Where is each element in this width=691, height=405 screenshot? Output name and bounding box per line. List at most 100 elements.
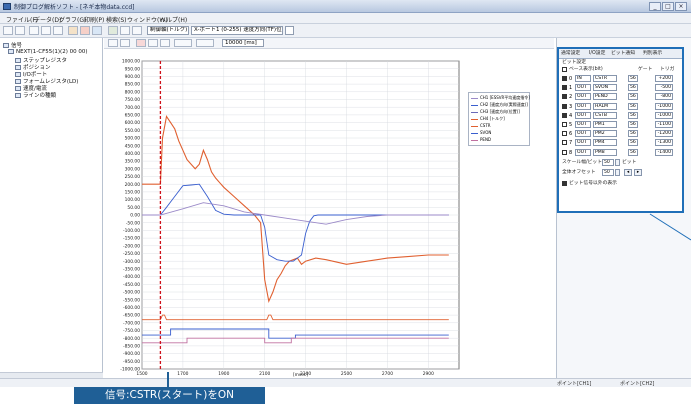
spin-icon[interactable] bbox=[615, 159, 620, 166]
gain-field[interactable]: 50 bbox=[602, 159, 614, 166]
tree-scrollbar[interactable] bbox=[0, 372, 103, 378]
legend-entry[interactable]: CH1 [ESSVR平均速度指令] bbox=[471, 95, 530, 100]
trigger-offset-field[interactable]: -1300 bbox=[655, 139, 673, 147]
menu-search[interactable]: 検索(S) bbox=[106, 17, 127, 24]
trigger-offset-field[interactable]: -1000 bbox=[655, 102, 673, 110]
legend-entry[interactable]: CH3 [速度方向(位置)] bbox=[471, 109, 529, 114]
tab-bit[interactable]: ビット通知 bbox=[611, 51, 635, 56]
legend-entry[interactable]: CSTR bbox=[471, 123, 529, 128]
print-icon[interactable] bbox=[41, 26, 51, 35]
bit-enable-checkbox[interactable] bbox=[562, 140, 567, 146]
signal-name-select[interactable]: PM4 bbox=[593, 139, 617, 147]
gate-field[interactable]: 56 bbox=[628, 102, 638, 110]
stop-square-icon[interactable] bbox=[160, 39, 170, 47]
fit-icon[interactable] bbox=[174, 39, 192, 47]
gate-field[interactable]: 56 bbox=[628, 130, 638, 138]
gate-field[interactable]: 56 bbox=[628, 75, 638, 82]
gate-field[interactable]: 56 bbox=[628, 84, 638, 92]
bit-enable-checkbox[interactable] bbox=[562, 149, 567, 155]
signal-name-select[interactable]: SVON bbox=[593, 84, 617, 92]
new-file-icon[interactable] bbox=[3, 26, 13, 35]
measure-icon[interactable] bbox=[132, 26, 142, 35]
next-icon[interactable] bbox=[120, 39, 130, 47]
trigger-offset-field[interactable]: -1200 bbox=[655, 130, 673, 138]
arrow-right-icon[interactable]: ▸ bbox=[634, 169, 642, 176]
minimize-button[interactable]: _ bbox=[649, 2, 661, 11]
stop-icon[interactable] bbox=[80, 26, 90, 35]
bit-enable-checkbox[interactable] bbox=[562, 76, 567, 81]
bit-display-checkbox[interactable] bbox=[562, 181, 567, 186]
gate-field[interactable]: 56 bbox=[628, 148, 638, 156]
tab-judge[interactable]: 判別表示 bbox=[643, 51, 663, 56]
prev-icon[interactable] bbox=[108, 39, 118, 47]
signal-name-select[interactable]: HALM bbox=[593, 102, 617, 110]
tree-item[interactable]: 速度/電流 bbox=[15, 84, 47, 92]
menu-print[interactable]: 印刷(P) bbox=[84, 17, 105, 24]
legend-entry[interactable]: CH2 [速度方向(実際速度)] bbox=[471, 102, 529, 107]
trigger-offset-field[interactable]: -1000 bbox=[655, 111, 673, 119]
zoom-range-icon[interactable] bbox=[196, 39, 214, 47]
io-type-select[interactable]: OUT bbox=[575, 121, 591, 128]
tree-item[interactable]: I/Oポート bbox=[15, 70, 47, 78]
trigger-offset-field[interactable]: -1100 bbox=[655, 121, 673, 128]
axis-select[interactable]: 制御軸(トルク) bbox=[147, 26, 189, 35]
channel-select[interactable]: X-ポート1 (0-255) 速度方向(TF)位置決め bbox=[191, 26, 283, 35]
close-button[interactable]: × bbox=[675, 2, 687, 11]
spin-icon[interactable] bbox=[615, 169, 620, 176]
io-type-select[interactable]: IN bbox=[575, 75, 591, 82]
tree-item[interactable]: NEXT(1-CF55(1)(2) 00 00) bbox=[8, 49, 87, 55]
io-type-select[interactable]: OUT bbox=[575, 139, 591, 147]
record-icon[interactable] bbox=[136, 39, 146, 47]
gate-field[interactable]: 56 bbox=[628, 93, 638, 101]
zoom-icon[interactable] bbox=[92, 26, 102, 35]
tree-root[interactable]: 信号 bbox=[3, 41, 22, 49]
trigger-offset-field[interactable]: -800 bbox=[655, 93, 673, 101]
signal-name-select[interactable]: PM1 bbox=[593, 121, 617, 128]
pause-icon[interactable] bbox=[148, 39, 158, 47]
io-type-select[interactable]: OUT bbox=[575, 130, 591, 138]
legend-entry[interactable]: CH4 [トルク] bbox=[471, 116, 529, 121]
offset-field[interactable]: 50 bbox=[602, 169, 614, 176]
mode-checkbox[interactable] bbox=[562, 67, 567, 72]
grid-icon[interactable] bbox=[120, 26, 130, 35]
io-type-select[interactable]: OUT bbox=[575, 148, 591, 156]
legend-entry[interactable]: PEND bbox=[471, 137, 529, 142]
dropdown-arrow-icon[interactable] bbox=[285, 26, 294, 35]
tree-item[interactable]: ラインの種類 bbox=[15, 91, 56, 99]
signal-name-select[interactable]: PEND bbox=[593, 93, 617, 101]
tab-io[interactable]: I/O設定 bbox=[589, 51, 606, 56]
trigger-offset-field[interactable]: -500 bbox=[655, 84, 673, 92]
bit-enable-checkbox[interactable] bbox=[562, 131, 567, 137]
trigger-offset-field[interactable]: -1400 bbox=[655, 148, 673, 156]
menu-file[interactable]: ファイル(F) bbox=[6, 17, 39, 24]
bit-enable-checkbox[interactable] bbox=[562, 122, 567, 127]
menu-help[interactable]: ヘルプ(H) bbox=[160, 17, 188, 24]
tree-item[interactable]: ステップレジスタ bbox=[15, 56, 67, 64]
io-type-select[interactable]: OUT bbox=[575, 93, 591, 101]
io-type-select[interactable]: OUT bbox=[575, 111, 591, 119]
tab-general[interactable]: 通常設定 bbox=[561, 51, 581, 56]
copy-icon[interactable] bbox=[53, 26, 63, 35]
io-type-select[interactable]: OUT bbox=[575, 102, 591, 110]
trigger-offset-field[interactable]: +200 bbox=[655, 75, 673, 82]
menu-graph[interactable]: グラフ(G) bbox=[59, 17, 87, 24]
gate-field[interactable]: 56 bbox=[628, 121, 638, 128]
io-type-select[interactable]: OUT bbox=[575, 84, 591, 92]
bit-enable-checkbox[interactable] bbox=[562, 85, 567, 91]
gate-field[interactable]: 56 bbox=[628, 111, 638, 119]
signal-name-select[interactable]: CSTB bbox=[593, 111, 617, 119]
range-field[interactable]: 10000 [ms] bbox=[222, 39, 264, 47]
cursor-icon[interactable] bbox=[108, 26, 118, 35]
maximize-button[interactable]: □ bbox=[662, 2, 674, 11]
tree-item[interactable]: フォームレジスタ(LD) bbox=[15, 77, 78, 85]
signal-name-select[interactable]: PM8 bbox=[593, 148, 617, 156]
signal-name-select[interactable]: CSTR bbox=[593, 75, 617, 82]
tree-item[interactable]: ポジション bbox=[15, 63, 51, 71]
menu-data[interactable]: データ(D) bbox=[34, 17, 62, 24]
menu-window[interactable]: ウィンドウ(W) bbox=[127, 17, 168, 24]
bit-enable-checkbox[interactable] bbox=[562, 94, 567, 100]
scale-icon[interactable] bbox=[68, 26, 78, 35]
arrow-left-icon[interactable]: ◂ bbox=[624, 169, 632, 176]
open-folder-icon[interactable] bbox=[15, 26, 25, 35]
gate-field[interactable]: 56 bbox=[628, 139, 638, 147]
